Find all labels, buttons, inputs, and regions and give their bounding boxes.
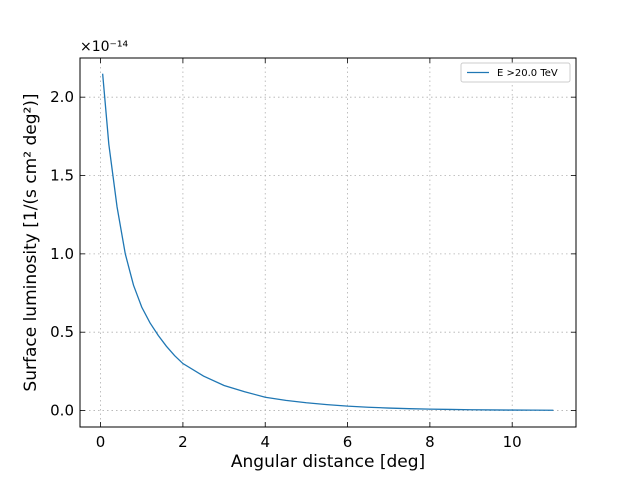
x-tick-label: 4 [260,433,270,451]
y-axis-label: Surface luminosity [1/(s cm² deg²)] [21,93,41,391]
x-tick-label: 8 [425,433,435,451]
series-layer [101,73,554,411]
series-line [101,73,554,411]
x-tick-label: 10 [503,433,522,451]
y-tick-label: 1.0 [50,245,74,263]
ticks: 0 2 4 6 8 10 0.0 0.5 1.0 1.5 2.0 [50,58,576,451]
legend-label: E >20.0 TeV [497,68,558,79]
y-tick-label: 1.5 [50,167,74,185]
y-tick-label: 0.0 [50,402,74,420]
legend-box [460,62,571,83]
y-tick-label: 0.5 [50,323,74,341]
legend: E >20.0 TeV [460,62,571,83]
x-axis-label: Angular distance [deg] [231,452,425,472]
x-tick-label: 2 [178,433,188,451]
plot-frame [79,57,577,428]
grid [80,58,576,427]
y-offset-label: ×10⁻¹⁴ [80,39,129,55]
x-tick-label: 6 [343,433,353,451]
y-tick-label: 2.0 [50,88,74,106]
x-tick-label: 0 [96,433,106,451]
